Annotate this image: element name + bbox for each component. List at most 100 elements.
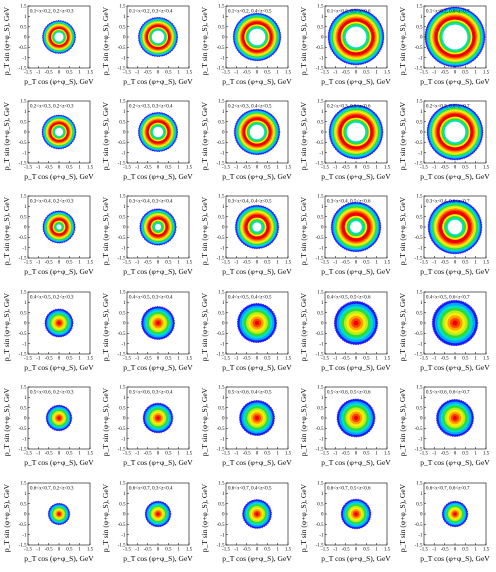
density-map	[327, 8, 385, 66]
y-tick-label: 0.5	[119, 25, 126, 30]
y-tick-label: 1	[24, 492, 27, 497]
chart-panel: -1.5 -1 -0.5 0 0.5 1 1.5 -1.5 -1 -0.5 0 0.5 1 1.5 0.3<…	[198, 190, 297, 285]
panel-title: 0.6<x<0.7, 0.4<z<0.5	[228, 487, 272, 492]
outer-edge	[144, 500, 172, 528]
x-tick-label: -1	[135, 548, 140, 553]
x-tick-label: -1.5	[321, 166, 329, 171]
y-tick-label: -0.5	[415, 427, 423, 432]
panel-title: 0.2<x<0.3, 0.6<z<0.7	[426, 105, 470, 110]
panel-svg: -1.5 -1 -0.5 0 0.5 1 1.5-1.5-1-0.500.511.50.5<…	[101, 386, 193, 467]
x-tick-label: -1	[432, 261, 437, 266]
x-axis-label: p_T cos (φ+φ_S), GeV	[321, 77, 391, 86]
density-level	[156, 321, 160, 325]
panel-title: 0.3<x<0.4, 0.6<z<0.7	[426, 200, 470, 205]
y-axis-label: p_T sin (φ+φ_S), GeV	[101, 292, 110, 361]
y-tick-label: 1.5	[416, 482, 423, 487]
y-axis-label: p_T sin (φ+φ_S), GeV	[200, 101, 209, 170]
outer-edge	[234, 204, 280, 250]
x-tick-label: 1	[474, 452, 477, 457]
x-tick-label: 1	[276, 71, 279, 76]
x-tick-label: 0.5	[66, 71, 73, 76]
y-tick-label: -1	[220, 56, 225, 61]
x-tick-label: 0	[355, 261, 358, 266]
x-tick-label: 1.5	[384, 357, 391, 362]
x-tick-label: 1	[276, 357, 279, 362]
y-tick-label: -1.5	[415, 544, 423, 549]
y-tick-label: 1.5	[317, 291, 324, 296]
y-tick-label: 1	[420, 492, 423, 497]
x-tick-label: 1.5	[87, 166, 94, 171]
y-axis-label: p_T sin (φ+φ_S), GeV	[200, 6, 209, 75]
x-axis-label: p_T cos (φ+φ_S), GeV	[222, 77, 292, 86]
x-tick-label: -0.5	[342, 166, 350, 171]
y-axis-label: p_T sin (φ+φ_S), GeV	[2, 292, 11, 361]
y-axis-label: p_T sin (φ+φ_S), GeV	[101, 101, 110, 170]
panel-title: 0.5<x<0.6, 0.5<z<0.6	[327, 391, 371, 396]
x-tick-label: 0.5	[462, 452, 469, 457]
x-tick-label: -1.5	[321, 357, 329, 362]
outer-edge	[45, 404, 73, 432]
y-tick-label: 1	[24, 15, 27, 20]
y-tick-label: 1.5	[119, 100, 126, 105]
x-tick-label: 0	[58, 71, 61, 76]
density-map	[41, 114, 77, 150]
chart-panel: -1.5 -1 -0.5 0 0.5 1 1.5 -1.5 -1 -0.5 0 0.5 1 1.5 0.5<…	[99, 381, 198, 476]
y-tick-label: -1	[22, 342, 27, 347]
x-tick-label: -1.5	[420, 548, 428, 553]
y-tick-label: 0	[24, 322, 27, 327]
y-tick-label: 1	[222, 492, 225, 497]
x-tick-label: 0.5	[264, 548, 271, 553]
y-tick-label: 1	[321, 15, 324, 20]
x-tick-label: -1.5	[24, 71, 32, 76]
y-tick-label: 1.5	[20, 5, 27, 10]
y-tick-label: 0.5	[218, 120, 225, 125]
y-tick-label: 1	[222, 110, 225, 115]
x-tick-label: 1	[276, 548, 279, 553]
x-axis-label: p_T cos (φ+φ_S), GeV	[24, 554, 94, 563]
outer-edge	[232, 12, 282, 62]
panel-svg: -1.5 -1 -0.5 0 0.5 1 1.5-1.5-1-0.500.511.50.3<…	[2, 195, 94, 276]
density-map	[336, 398, 376, 438]
x-axis-label: p_T cos (φ+φ_S), GeV	[222, 267, 292, 276]
y-tick-label: -1.5	[118, 67, 126, 72]
y-tick-label: 0	[321, 417, 324, 422]
y-tick-label: -0.5	[415, 523, 423, 528]
y-tick-label: -0.5	[118, 427, 126, 432]
panel-title: 0.5<x<0.6, 0.2<z<0.3	[30, 391, 74, 396]
y-tick-label: -1	[319, 533, 324, 538]
y-tick-label: 1	[123, 205, 126, 210]
chart-panel: -1.5 -1 -0.5 0 0.5 1 1.5 -1.5 -1 -0.5 0 0.5 1 1.5 0.1<…	[297, 0, 396, 95]
panel-title: 0.1<x<0.2, 0.3<z<0.4	[129, 10, 173, 15]
panel-svg: -1.5 -1 -0.5 0 0.5 1 1.5-1.5-1-0.500.511.50.4<…	[299, 291, 391, 372]
y-tick-label: 0	[222, 131, 225, 136]
y-tick-label: 0.5	[20, 120, 27, 125]
density-level	[353, 415, 359, 421]
x-tick-label: 0	[355, 166, 358, 171]
x-tick-label: -1	[234, 261, 239, 266]
y-tick-label: 1	[222, 301, 225, 306]
outer-edge	[141, 306, 175, 340]
y-tick-label: 0	[24, 131, 27, 136]
panel-svg: -1.5 -1 -0.5 0 0.5 1 1.5-1.5-1-0.500.511.50.6<…	[398, 482, 490, 563]
panel-svg: -1.5 -1 -0.5 0 0.5 1 1.5-1.5-1-0.500.511.50.2<…	[398, 100, 490, 181]
y-tick-label: 0.5	[218, 25, 225, 30]
y-tick-label: -1	[121, 246, 126, 251]
y-tick-label: 0	[321, 513, 324, 518]
y-tick-label: 0.5	[20, 25, 27, 30]
x-tick-label: 0	[454, 166, 457, 171]
outer-edge	[441, 500, 469, 528]
y-tick-label: 1.5	[20, 100, 27, 105]
x-axis-label: p_T cos (φ+φ_S), GeV	[123, 458, 193, 467]
y-tick-label: -1.5	[118, 544, 126, 549]
x-tick-label: 0	[58, 452, 61, 457]
x-tick-label: 1	[177, 71, 180, 76]
x-tick-label: 0	[58, 261, 61, 266]
x-tick-label: 1.5	[384, 71, 391, 76]
y-tick-label: 1	[222, 205, 225, 210]
density-map	[238, 399, 276, 437]
x-tick-label: 0.5	[363, 261, 370, 266]
x-tick-label: 1.5	[186, 357, 193, 362]
x-tick-label: 0.5	[165, 548, 172, 553]
y-tick-label: -0.5	[415, 141, 423, 146]
y-tick-label: 1.5	[20, 386, 27, 391]
